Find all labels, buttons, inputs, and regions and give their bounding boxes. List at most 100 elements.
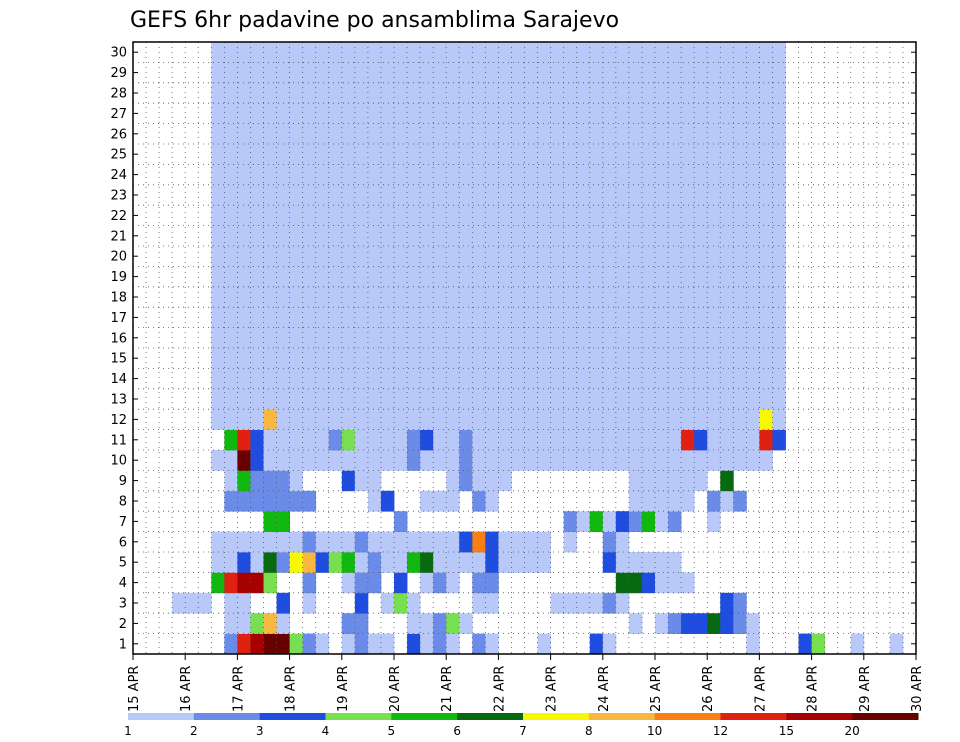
heatmap-cell <box>276 82 290 104</box>
heatmap-cell <box>341 409 356 430</box>
heatmap-cell <box>446 531 460 553</box>
heatmap-cell <box>250 429 264 451</box>
heatmap-cell <box>707 613 721 634</box>
heatmap-cell <box>446 429 460 451</box>
heatmap-cell <box>354 123 369 145</box>
heatmap-cell <box>602 205 617 226</box>
heatmap-cell <box>354 368 369 390</box>
heatmap-cell <box>380 552 395 573</box>
heatmap-cell <box>615 429 630 451</box>
heatmap-cell <box>276 286 290 308</box>
heatmap-cell <box>641 572 656 594</box>
heatmap-cell <box>380 592 395 614</box>
heatmap-cell <box>733 409 747 430</box>
heatmap-cell <box>237 613 251 634</box>
heatmap-cell <box>276 144 290 165</box>
heatmap-cell <box>302 490 317 512</box>
heatmap-cell <box>237 429 251 451</box>
heatmap-cell <box>746 409 760 430</box>
heatmap-cell <box>563 184 578 206</box>
heatmap-cell <box>707 327 721 349</box>
heatmap-cell <box>772 348 786 369</box>
heatmap-cell <box>589 450 604 471</box>
heatmap-cell <box>602 327 617 349</box>
heatmap-cells <box>172 42 904 655</box>
heatmap-cell <box>694 184 708 206</box>
heatmap-cell <box>394 388 408 410</box>
heatmap-cell <box>524 62 538 84</box>
heatmap-cell <box>576 62 591 84</box>
heatmap-cell <box>485 470 499 492</box>
heatmap-cell <box>328 62 343 84</box>
heatmap-cell <box>759 450 773 471</box>
heatmap-cell <box>420 613 434 634</box>
heatmap-cell <box>302 82 317 104</box>
heatmap-cell <box>589 266 604 288</box>
heatmap-cell <box>472 531 486 553</box>
heatmap-cell <box>733 205 747 226</box>
heatmap-cell <box>224 327 238 349</box>
heatmap-cell <box>772 327 786 349</box>
heatmap-cell <box>720 286 734 308</box>
heatmap-cell <box>302 62 317 84</box>
heatmap-cell <box>341 266 356 288</box>
heatmap-cell <box>850 633 865 655</box>
heatmap-cell <box>420 368 434 390</box>
heatmap-cell <box>589 409 604 430</box>
heatmap-cell <box>302 450 317 471</box>
heatmap-cell <box>694 62 708 84</box>
heatmap-cell <box>263 327 277 349</box>
x-tick-label: 17 APR <box>231 666 246 712</box>
heatmap-cell <box>628 348 643 369</box>
heatmap-cell <box>224 42 238 63</box>
heatmap-cell <box>472 348 486 369</box>
heatmap-cell <box>302 307 317 328</box>
heatmap-cell <box>367 123 382 145</box>
heatmap-cell <box>720 62 734 84</box>
heatmap-cell <box>615 225 630 247</box>
heatmap-cell <box>276 409 290 430</box>
heatmap-cell <box>315 123 330 145</box>
heatmap-cell <box>341 327 356 349</box>
heatmap-cell <box>433 225 447 247</box>
heatmap-cell <box>315 552 330 573</box>
heatmap-cell <box>498 348 512 369</box>
heatmap-cell <box>328 429 343 451</box>
heatmap-cell <box>263 246 277 267</box>
heatmap-cell <box>211 327 225 349</box>
heatmap-cell <box>211 286 225 308</box>
heatmap-cell <box>602 62 617 84</box>
heatmap-cell <box>681 62 695 84</box>
x-tick-label: 20 APR <box>388 666 403 712</box>
heatmap-cell <box>224 613 238 634</box>
heatmap-cell <box>224 103 238 124</box>
heatmap-cell <box>433 531 447 553</box>
heatmap-cell <box>537 144 551 165</box>
heatmap-cell <box>485 205 499 226</box>
heatmap-cell <box>772 62 786 84</box>
heatmap-cell <box>694 388 708 410</box>
heatmap-cell <box>328 307 343 328</box>
heatmap-cell <box>341 470 356 492</box>
heatmap-cell <box>315 388 330 410</box>
heatmap-cell <box>720 307 734 328</box>
heatmap-cell <box>589 592 604 614</box>
heatmap-cell <box>772 246 786 267</box>
heatmap-cell <box>407 307 421 328</box>
heatmap-cell <box>276 531 290 553</box>
heatmap-cell <box>237 572 251 594</box>
heatmap-cell <box>563 286 578 308</box>
heatmap-cell <box>263 62 277 84</box>
heatmap-cell <box>459 205 473 226</box>
heatmap-cell <box>602 450 617 471</box>
heatmap-cell <box>354 633 369 655</box>
heatmap-cell <box>250 368 264 390</box>
heatmap-cell <box>759 429 773 451</box>
heatmap-cell <box>198 592 212 614</box>
y-tick-label: 24 <box>110 168 127 183</box>
heatmap-cell <box>211 225 225 247</box>
heatmap-cell <box>472 470 486 492</box>
heatmap-cell <box>485 82 499 104</box>
heatmap-cell <box>694 307 708 328</box>
heatmap-cell <box>276 511 290 532</box>
